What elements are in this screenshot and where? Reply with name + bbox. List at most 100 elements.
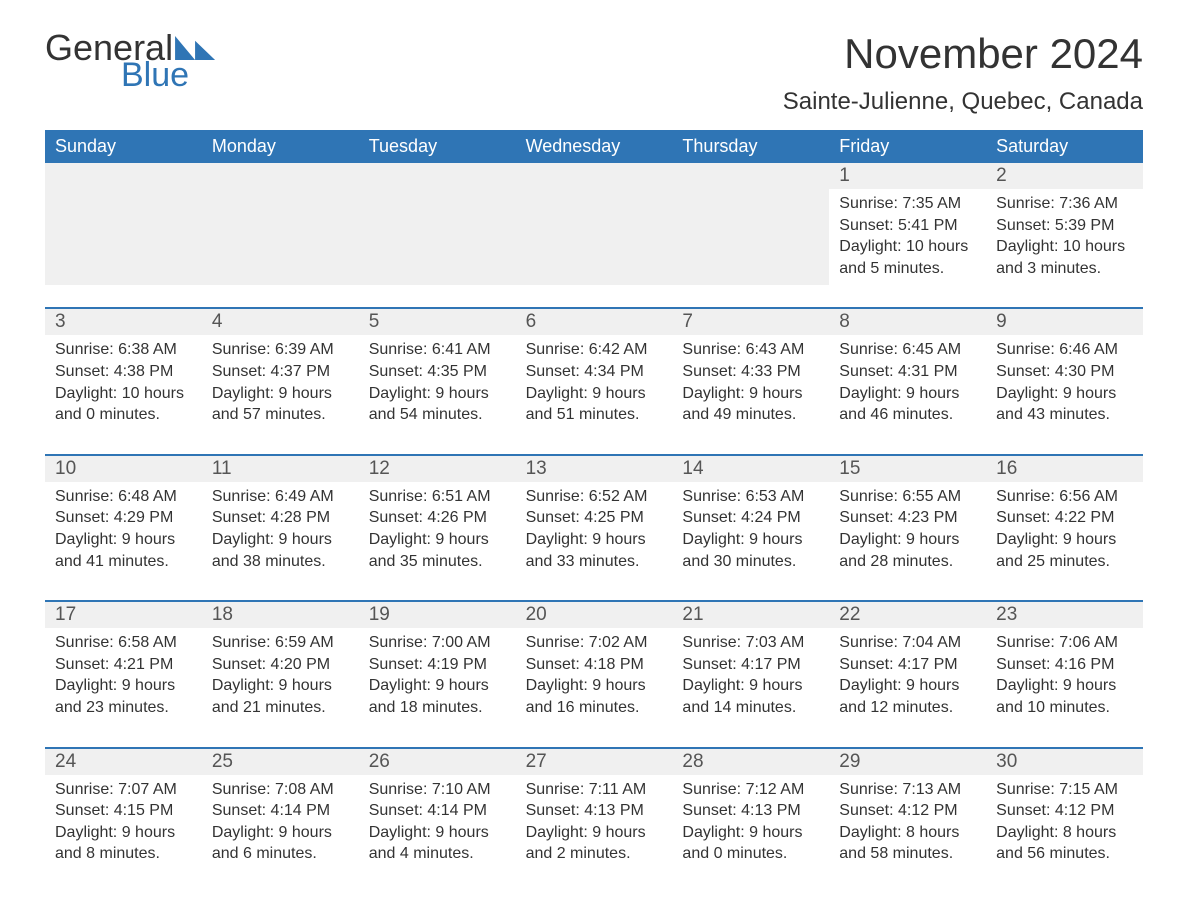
sunset-label: Sunset: 4:35 PM xyxy=(369,361,506,383)
day-cell: 30Sunrise: 7:15 AMSunset: 4:12 PMDayligh… xyxy=(986,749,1143,871)
day-number: 3 xyxy=(45,309,202,335)
daylight2-label: and 49 minutes. xyxy=(682,404,819,426)
day-data: Sunrise: 7:03 AMSunset: 4:17 PMDaylight:… xyxy=(672,628,829,724)
weekday-header: Sunday xyxy=(45,130,202,163)
day-number xyxy=(516,163,673,190)
sunrise-label: Sunrise: 7:06 AM xyxy=(996,632,1133,654)
daylight2-label: and 10 minutes. xyxy=(996,697,1133,719)
day-data: Sunrise: 6:46 AMSunset: 4:30 PMDaylight:… xyxy=(986,335,1143,431)
sunrise-label: Sunrise: 7:12 AM xyxy=(682,779,819,801)
day-data: Sunrise: 6:41 AMSunset: 4:35 PMDaylight:… xyxy=(359,335,516,431)
sunset-label: Sunset: 4:14 PM xyxy=(369,800,506,822)
daylight2-label: and 33 minutes. xyxy=(526,551,663,573)
daylight2-label: and 3 minutes. xyxy=(996,258,1133,280)
weekday-header: Thursday xyxy=(672,130,829,163)
daylight1-label: Daylight: 9 hours xyxy=(839,529,976,551)
day-number: 18 xyxy=(202,602,359,628)
day-data: Sunrise: 6:45 AMSunset: 4:31 PMDaylight:… xyxy=(829,335,986,431)
day-data: Sunrise: 7:02 AMSunset: 4:18 PMDaylight:… xyxy=(516,628,673,724)
daylight1-label: Daylight: 10 hours xyxy=(839,236,976,258)
daylight2-label: and 46 minutes. xyxy=(839,404,976,426)
daylight2-label: and 12 minutes. xyxy=(839,697,976,719)
week-row: 10Sunrise: 6:48 AMSunset: 4:29 PMDayligh… xyxy=(45,454,1143,578)
day-cell: 14Sunrise: 6:53 AMSunset: 4:24 PMDayligh… xyxy=(672,456,829,578)
sunrise-label: Sunrise: 7:07 AM xyxy=(55,779,192,801)
daylight2-label: and 16 minutes. xyxy=(526,697,663,719)
day-data: Sunrise: 6:58 AMSunset: 4:21 PMDaylight:… xyxy=(45,628,202,724)
sunrise-label: Sunrise: 7:15 AM xyxy=(996,779,1133,801)
daylight1-label: Daylight: 9 hours xyxy=(369,529,506,551)
sunrise-label: Sunrise: 6:55 AM xyxy=(839,486,976,508)
day-cell: 29Sunrise: 7:13 AMSunset: 4:12 PMDayligh… xyxy=(829,749,986,871)
daylight2-label: and 23 minutes. xyxy=(55,697,192,719)
weekday-header-row: Sunday Monday Tuesday Wednesday Thursday… xyxy=(45,130,1143,163)
sunrise-label: Sunrise: 7:11 AM xyxy=(526,779,663,801)
daylight1-label: Daylight: 9 hours xyxy=(55,529,192,551)
daylight1-label: Daylight: 9 hours xyxy=(996,383,1133,405)
daylight1-label: Daylight: 9 hours xyxy=(839,675,976,697)
daylight2-label: and 6 minutes. xyxy=(212,843,349,865)
sunrise-label: Sunrise: 7:13 AM xyxy=(839,779,976,801)
day-number: 5 xyxy=(359,309,516,335)
day-cell: 10Sunrise: 6:48 AMSunset: 4:29 PMDayligh… xyxy=(45,456,202,578)
day-cell: 19Sunrise: 7:00 AMSunset: 4:19 PMDayligh… xyxy=(359,602,516,724)
daylight1-label: Daylight: 10 hours xyxy=(55,383,192,405)
day-number: 27 xyxy=(516,749,673,775)
day-number: 4 xyxy=(202,309,359,335)
sunrise-label: Sunrise: 7:03 AM xyxy=(682,632,819,654)
sunrise-label: Sunrise: 7:08 AM xyxy=(212,779,349,801)
logo-sail-icon xyxy=(175,36,215,60)
daylight2-label: and 51 minutes. xyxy=(526,404,663,426)
week-row: 1Sunrise: 7:35 AMSunset: 5:41 PMDaylight… xyxy=(45,163,1143,285)
day-cell: 21Sunrise: 7:03 AMSunset: 4:17 PMDayligh… xyxy=(672,602,829,724)
daylight1-label: Daylight: 9 hours xyxy=(682,822,819,844)
day-cell: 9Sunrise: 6:46 AMSunset: 4:30 PMDaylight… xyxy=(986,309,1143,431)
sunset-label: Sunset: 4:29 PM xyxy=(55,507,192,529)
day-number: 11 xyxy=(202,456,359,482)
week-row: 17Sunrise: 6:58 AMSunset: 4:21 PMDayligh… xyxy=(45,600,1143,724)
daylight1-label: Daylight: 9 hours xyxy=(526,383,663,405)
day-cell: 24Sunrise: 7:07 AMSunset: 4:15 PMDayligh… xyxy=(45,749,202,871)
sunrise-label: Sunrise: 6:39 AM xyxy=(212,339,349,361)
day-number: 20 xyxy=(516,602,673,628)
day-cell: 17Sunrise: 6:58 AMSunset: 4:21 PMDayligh… xyxy=(45,602,202,724)
sunrise-label: Sunrise: 7:02 AM xyxy=(526,632,663,654)
daylight2-label: and 41 minutes. xyxy=(55,551,192,573)
daylight2-label: and 0 minutes. xyxy=(682,843,819,865)
sunrise-label: Sunrise: 6:52 AM xyxy=(526,486,663,508)
day-number: 14 xyxy=(672,456,829,482)
empty-cell xyxy=(359,163,516,285)
daylight1-label: Daylight: 9 hours xyxy=(55,822,192,844)
day-number xyxy=(45,163,202,190)
sunset-label: Sunset: 4:19 PM xyxy=(369,654,506,676)
day-data: Sunrise: 7:15 AMSunset: 4:12 PMDaylight:… xyxy=(986,775,1143,871)
day-number: 25 xyxy=(202,749,359,775)
sunrise-label: Sunrise: 6:42 AM xyxy=(526,339,663,361)
sunset-label: Sunset: 4:15 PM xyxy=(55,800,192,822)
daylight2-label: and 30 minutes. xyxy=(682,551,819,573)
weekday-header: Friday xyxy=(829,130,986,163)
day-cell: 11Sunrise: 6:49 AMSunset: 4:28 PMDayligh… xyxy=(202,456,359,578)
sunset-label: Sunset: 4:31 PM xyxy=(839,361,976,383)
sunset-label: Sunset: 4:13 PM xyxy=(526,800,663,822)
day-cell: 4Sunrise: 6:39 AMSunset: 4:37 PMDaylight… xyxy=(202,309,359,431)
daylight2-label: and 18 minutes. xyxy=(369,697,506,719)
day-number: 8 xyxy=(829,309,986,335)
day-cell: 23Sunrise: 7:06 AMSunset: 4:16 PMDayligh… xyxy=(986,602,1143,724)
day-number: 9 xyxy=(986,309,1143,335)
day-data: Sunrise: 6:42 AMSunset: 4:34 PMDaylight:… xyxy=(516,335,673,431)
day-cell: 26Sunrise: 7:10 AMSunset: 4:14 PMDayligh… xyxy=(359,749,516,871)
sunrise-label: Sunrise: 6:41 AM xyxy=(369,339,506,361)
sunset-label: Sunset: 4:33 PM xyxy=(682,361,819,383)
daylight2-label: and 14 minutes. xyxy=(682,697,819,719)
sunset-label: Sunset: 4:16 PM xyxy=(996,654,1133,676)
day-number: 13 xyxy=(516,456,673,482)
day-cell: 25Sunrise: 7:08 AMSunset: 4:14 PMDayligh… xyxy=(202,749,359,871)
day-data: Sunrise: 6:49 AMSunset: 4:28 PMDaylight:… xyxy=(202,482,359,578)
daylight1-label: Daylight: 9 hours xyxy=(526,822,663,844)
day-data: Sunrise: 7:07 AMSunset: 4:15 PMDaylight:… xyxy=(45,775,202,871)
day-data: Sunrise: 6:51 AMSunset: 4:26 PMDaylight:… xyxy=(359,482,516,578)
month-title: November 2024 xyxy=(783,30,1143,78)
location-label: Sainte-Julienne, Quebec, Canada xyxy=(783,88,1143,116)
day-data: Sunrise: 6:48 AMSunset: 4:29 PMDaylight:… xyxy=(45,482,202,578)
